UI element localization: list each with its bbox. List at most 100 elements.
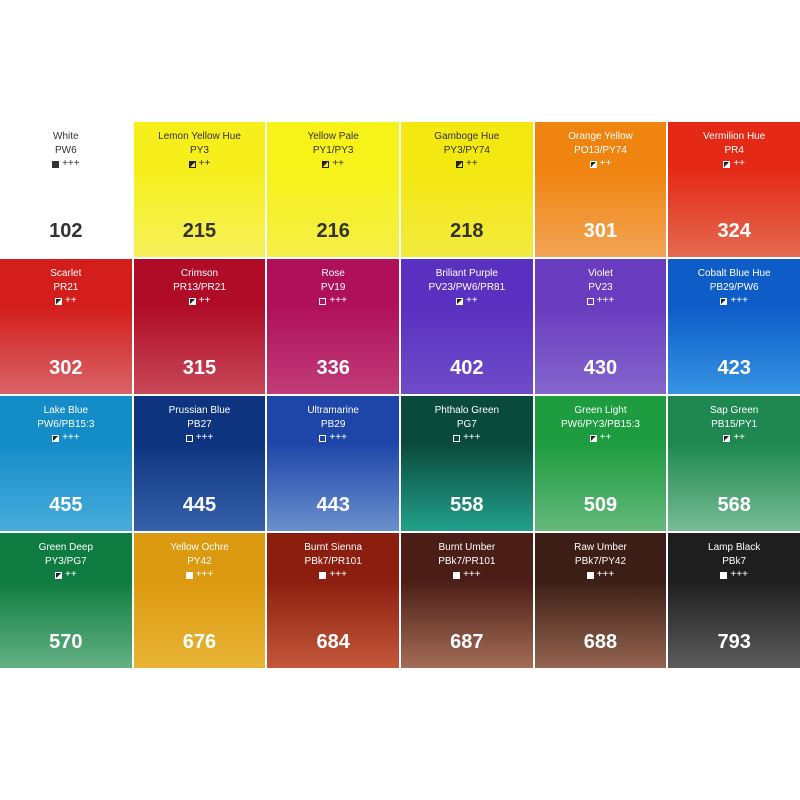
- semi-opacity-icon: [589, 160, 597, 168]
- semi-opacity-icon: [455, 297, 463, 305]
- pigment-code: PW6: [54, 145, 77, 156]
- lightfastness-rating: ++: [465, 158, 478, 169]
- color-number: 215: [182, 220, 217, 242]
- color-name: Yellow Ochre: [170, 542, 229, 553]
- transparent-opacity-icon: [586, 297, 594, 305]
- color-number: 423: [717, 357, 751, 379]
- opaque-opacity-icon: [319, 571, 327, 579]
- color-number: 687: [450, 631, 484, 653]
- color-number: 793: [717, 631, 751, 653]
- swatch-402: Briliant Purple PV23/PW6/PR81 ++ 402: [401, 259, 533, 394]
- color-name: Burnt Umber: [438, 542, 496, 553]
- semi-opacity-icon: [589, 434, 597, 442]
- lightfastness-rating: ++: [64, 295, 77, 306]
- semi-opacity-icon: [188, 297, 196, 305]
- lightfastness-rating: +++: [329, 295, 347, 306]
- rating-row: ++: [134, 158, 266, 170]
- color-number: 218: [450, 220, 484, 242]
- semi-opacity-icon: [322, 160, 330, 168]
- swatch-grid: White PW6 +++ 102 Lemon Yellow Hue PY3 +…: [0, 122, 800, 668]
- color-number: 336: [316, 357, 350, 379]
- color-name: Raw Umber: [574, 542, 627, 553]
- pigment-code: PB15/PY1: [711, 419, 758, 430]
- opaque-opacity-icon: [586, 571, 594, 579]
- pigment-code: PY42: [187, 556, 212, 567]
- color-number: 570: [49, 631, 83, 653]
- color-name: Violet: [588, 268, 613, 279]
- lightfastness-rating: +++: [730, 569, 748, 580]
- rating-row: +++: [668, 569, 800, 581]
- swatch-688: Raw Umber PBk7/PY42 +++ 688: [534, 533, 667, 668]
- swatch-509: Green Light PW6/PY3/PB15:3 ++ 509: [534, 396, 667, 531]
- swatch-423: Cobalt Blue Hue PB29/PW6 +++ 423: [668, 259, 800, 394]
- swatch-445: Prussian Blue PB27 +++ 445: [133, 396, 266, 531]
- color-name: Lemon Yellow Hue: [158, 131, 241, 142]
- swatch-455: Lake Blue PW6/PB15:3 +++ 455: [0, 396, 132, 531]
- color-number: 216: [316, 220, 350, 242]
- lightfastness-rating: +++: [463, 569, 481, 580]
- rating-row: +++: [134, 569, 266, 581]
- swatch-558: Phthalo Green PG7 +++ 558: [401, 396, 533, 531]
- lightfastness-rating: ++: [733, 432, 745, 443]
- pigment-code: PV23/PW6/PR81: [428, 282, 506, 293]
- transparent-opacity-icon: [319, 434, 327, 442]
- pigment-code: PY3/PG7: [44, 556, 87, 567]
- rating-row: ++: [668, 158, 800, 170]
- pigment-code: PW6/PY3/PB15:3: [561, 419, 640, 430]
- color-number: 315: [182, 357, 217, 379]
- lightfastness-rating: +++: [329, 569, 347, 580]
- color-name: Green Light: [574, 405, 627, 416]
- color-name: Crimson: [180, 268, 219, 279]
- lightfastness-rating: +++: [195, 569, 214, 580]
- lightfastness-rating: +++: [463, 432, 481, 443]
- rating-row: ++: [0, 569, 132, 581]
- pigment-code: PR13/PR21: [173, 282, 226, 293]
- rating-row: ++: [535, 432, 667, 444]
- opaque-opacity-icon: [720, 571, 728, 579]
- color-name: Orange Yellow: [568, 131, 633, 142]
- pigment-code: PW6/PB15:3: [37, 419, 95, 430]
- rating-row: +++: [401, 569, 533, 581]
- lightfastness-rating: +++: [62, 432, 80, 443]
- color-name: Cobalt Blue Hue: [697, 268, 771, 279]
- pigment-code: PV23: [588, 282, 613, 293]
- rating-row: ++: [401, 295, 533, 307]
- rating-row: ++: [668, 432, 800, 444]
- transparent-opacity-icon: [185, 434, 193, 442]
- opaque-opacity-icon: [52, 160, 60, 168]
- pigment-code: PB29/PW6: [709, 282, 759, 293]
- color-name: Ultramarine: [307, 405, 359, 416]
- pigment-code: PB27: [187, 419, 212, 430]
- rating-row: +++: [134, 432, 266, 444]
- swatch-315: Crimson PR13/PR21 ++ 315: [133, 259, 266, 394]
- rating-row: +++: [535, 569, 667, 581]
- rating-row: +++: [0, 158, 132, 170]
- lightfastness-rating: ++: [64, 569, 77, 580]
- color-number: 676: [182, 631, 217, 653]
- swatch-676: Yellow Ochre PY42 +++ 676: [133, 533, 266, 668]
- color-number: 445: [182, 494, 217, 516]
- pigment-code: PO13/PY74: [574, 145, 627, 156]
- lightfastness-rating: ++: [332, 158, 344, 169]
- rating-row: +++: [267, 569, 399, 581]
- semi-opacity-icon: [54, 571, 62, 579]
- swatch-215: Lemon Yellow Hue PY3 ++ 215: [133, 122, 266, 257]
- swatch-687: Burnt Umber PBk7/PR101 +++ 687: [401, 533, 533, 668]
- pigment-code: PY1/PY3: [312, 145, 354, 156]
- swatch-684: Burnt Sienna PBk7/PR101 +++ 684: [267, 533, 399, 668]
- lightfastness-rating: ++: [465, 295, 478, 306]
- color-number: 301: [583, 220, 618, 242]
- semi-opacity-icon: [54, 297, 62, 305]
- color-number: 324: [717, 220, 751, 242]
- color-number: 568: [717, 494, 751, 516]
- swatch-793: Lamp Black PBk7 +++ 793: [668, 533, 800, 668]
- color-name: Burnt Sienna: [304, 542, 363, 553]
- pigment-code: PBk7/PR101: [304, 556, 362, 567]
- lightfastness-rating: +++: [195, 432, 214, 443]
- pigment-code: PV19: [320, 282, 346, 293]
- pigment-code: PR21: [53, 282, 79, 293]
- swatch-430: Violet PV23 +++ 430: [534, 259, 667, 394]
- semi-opacity-icon: [455, 160, 463, 168]
- color-name: White: [53, 131, 79, 142]
- color-number: 684: [316, 631, 350, 653]
